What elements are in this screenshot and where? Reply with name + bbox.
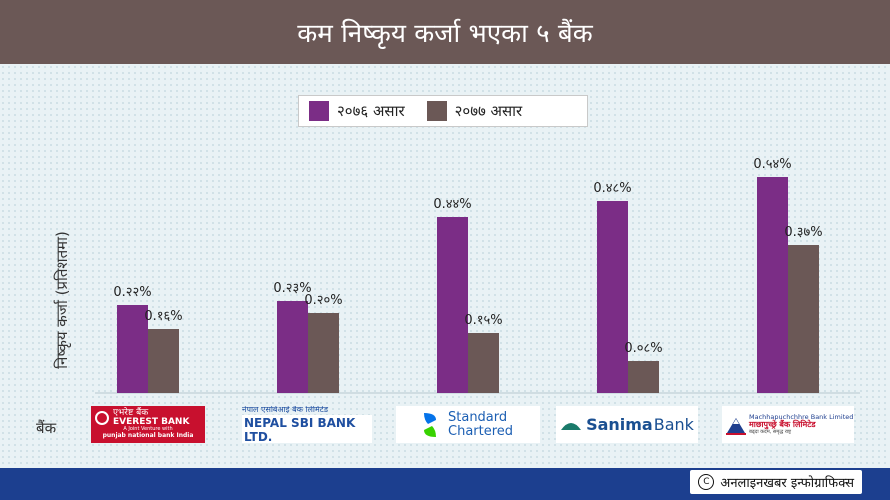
machhapuchchhre-mountain-icon xyxy=(726,417,746,435)
copyright-icon: C xyxy=(698,474,715,490)
legend: २०७६ असार २०७७ असार xyxy=(298,95,588,127)
data-label-2077-3: 0.०८% xyxy=(624,341,662,356)
bar-2077-0 xyxy=(148,329,179,393)
data-label-2076-0: 0.२२% xyxy=(113,285,151,300)
data-label-2076-1: 0.२३% xyxy=(273,281,311,296)
bar-2077-3 xyxy=(628,361,659,393)
sbi-name: NEPAL SBI BANK LTD. xyxy=(242,415,372,443)
bar-2076-4 xyxy=(757,177,788,393)
sanima-bank-logo: Sanima Bank xyxy=(556,406,698,443)
machhapuchchhre-tagline: बढ्दा कदम, समृद्ध राष्ट्र xyxy=(749,428,792,435)
standard-chartered-logo: Standard Chartered xyxy=(396,406,540,443)
everest-bank-logo: एभरेष्ट बैंक EVEREST BANK A Joint Ventur… xyxy=(91,406,205,443)
legend-swatch-2077 xyxy=(426,101,447,121)
everest-emblem-icon xyxy=(95,411,109,426)
nepal-sbi-logo: नेपाल एसबिआई बैंक लिमिटेड NEPAL SBI BANK… xyxy=(238,406,376,443)
legend-label-2076: २०७६ असार xyxy=(337,102,405,120)
data-label-2076-4: 0.५४% xyxy=(753,157,791,172)
data-label-2077-1: 0.२०% xyxy=(304,293,342,308)
machhapuchchhre-name-nepali: माछापुच्छ्रे बैंक लिमिटेड xyxy=(749,419,816,429)
bar-2076-0 xyxy=(117,305,148,393)
everest-tagline: A Joint Venture with xyxy=(123,426,173,433)
legend-item-2077: २०७७ असार xyxy=(426,101,523,121)
data-label-2076-3: 0.४८% xyxy=(593,181,631,196)
sanima-emblem-icon xyxy=(561,422,582,430)
legend-swatch-2076 xyxy=(309,101,329,121)
legend-label-2077: २०७७ असार xyxy=(454,102,523,120)
data-label-2077-4: 0.३७% xyxy=(784,225,822,240)
credit-box: C अनलाइनखबर इन्फोग्राफिक्स xyxy=(690,470,862,494)
bar-2076-3 xyxy=(597,201,628,393)
legend-item-2076: २०७६ असार xyxy=(309,101,405,121)
sanima-name-bank: Bank xyxy=(653,415,694,434)
bar-2076-1 xyxy=(277,301,308,393)
everest-name-nepali: एभरेष्ट बैंक xyxy=(113,408,149,419)
bar-2077-4 xyxy=(788,245,819,393)
chart-title-bar: कम निष्कृय कर्जा भएका ५ बैंक xyxy=(0,0,890,64)
x-axis-label: बैंक xyxy=(36,419,57,437)
chart-title: कम निष्कृय कर्जा भएका ५ बैंक xyxy=(297,19,593,49)
bar-2077-1 xyxy=(308,313,339,393)
standard-chartered-emblem-icon xyxy=(424,412,436,437)
bar-2077-2 xyxy=(468,333,499,393)
data-label-2076-2: 0.४४% xyxy=(433,197,471,212)
sbi-name-nepali: नेपाल एसबिआई बैंक लिमिटेड xyxy=(242,406,329,414)
machhapuchchhre-name: Machhapuchchhre Bank Limited xyxy=(749,412,854,421)
plot-area xyxy=(0,64,890,468)
standard-chartered-name-1: Standard xyxy=(448,409,508,425)
sanima-name: Sanima xyxy=(586,415,653,434)
data-label-2077-2: 0.१५% xyxy=(464,313,502,328)
everest-name: EVEREST BANK xyxy=(113,417,190,428)
everest-partner: punjab national bank India xyxy=(102,431,194,439)
standard-chartered-name-2: Chartered xyxy=(448,423,514,439)
machhapuchchhre-bank-logo: Machhapuchchhre Bank Limited माछापुच्छ्र… xyxy=(722,406,854,443)
data-label-2077-0: 0.१६% xyxy=(144,309,182,324)
bar-2076-2 xyxy=(437,217,468,393)
credit-text: अनलाइनखबर इन्फोग्राफिक्स xyxy=(720,476,854,491)
